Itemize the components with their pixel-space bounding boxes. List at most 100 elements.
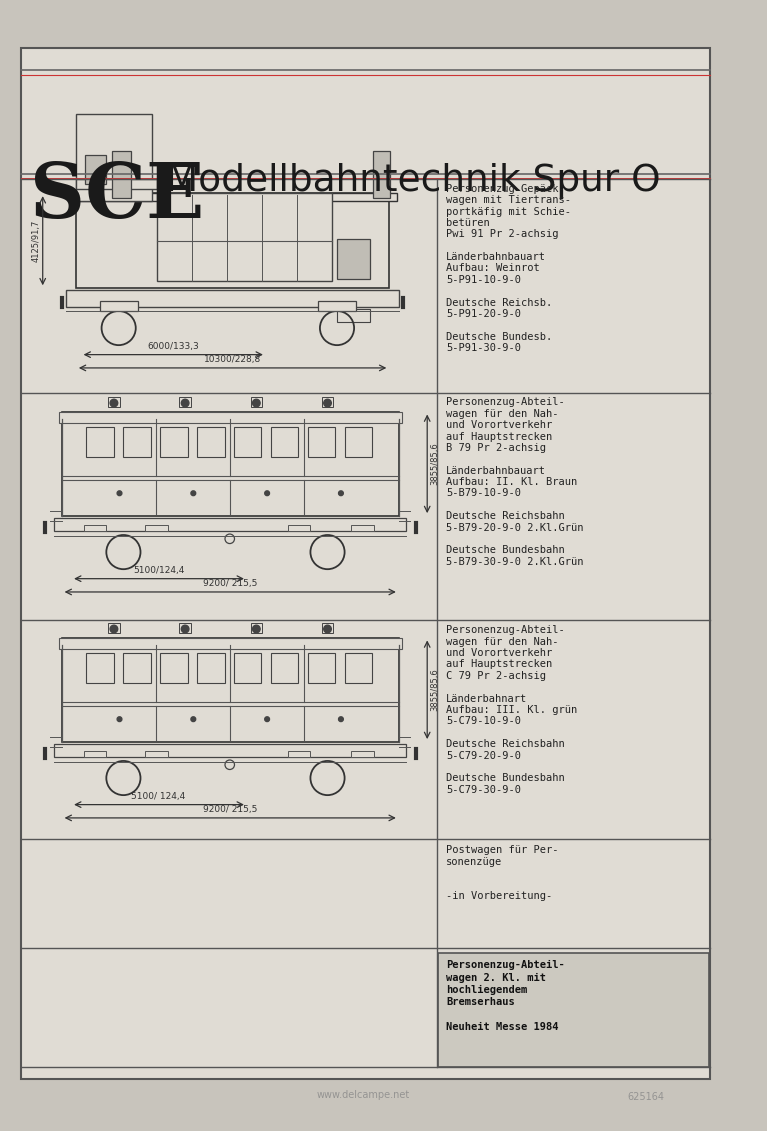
Bar xyxy=(197,653,225,683)
Text: 625164: 625164 xyxy=(627,1093,664,1103)
Bar xyxy=(322,397,333,407)
Bar xyxy=(251,397,262,407)
Text: portkäfig mit Schie-: portkäfig mit Schie- xyxy=(446,207,571,216)
Text: hochliegendem: hochliegendem xyxy=(446,985,528,995)
Text: 5-C79-20-9-0: 5-C79-20-9-0 xyxy=(446,751,522,760)
Text: 5-P91-20-9-0: 5-P91-20-9-0 xyxy=(446,309,522,319)
Text: sonenzüge: sonenzüge xyxy=(446,857,502,866)
Text: Deutsche Bundesbahn: Deutsche Bundesbahn xyxy=(446,774,565,784)
Circle shape xyxy=(191,717,196,722)
Bar xyxy=(145,525,168,532)
Bar xyxy=(61,638,399,742)
Text: 3855/85,6: 3855/85,6 xyxy=(430,442,439,485)
Text: Deutsche Reichsb.: Deutsche Reichsb. xyxy=(446,297,552,308)
Text: und Vorortverkehr: und Vorortverkehr xyxy=(446,648,552,658)
Bar xyxy=(322,623,333,632)
Bar xyxy=(108,397,120,407)
Bar xyxy=(145,751,168,757)
Circle shape xyxy=(110,625,117,632)
Text: 5-B79-30-9-0 2.Kl.Grün: 5-B79-30-9-0 2.Kl.Grün xyxy=(446,556,584,567)
Text: Deutsche Bundesb.: Deutsche Bundesb. xyxy=(446,331,552,342)
Text: Länderbahnbauart: Länderbahnbauart xyxy=(446,252,546,262)
Circle shape xyxy=(181,625,189,632)
Text: 5-C79-10-9-0: 5-C79-10-9-0 xyxy=(446,716,522,726)
Bar xyxy=(373,150,390,198)
Circle shape xyxy=(252,625,260,632)
Bar xyxy=(54,518,407,532)
Bar xyxy=(234,426,262,457)
Bar xyxy=(76,113,152,201)
Text: Länderbahnbauart: Länderbahnbauart xyxy=(446,466,546,476)
Circle shape xyxy=(252,399,260,407)
Text: B 79 Pr 2-achsig: B 79 Pr 2-achsig xyxy=(446,443,546,452)
Bar xyxy=(318,302,356,311)
Bar xyxy=(84,525,107,532)
Text: Deutsche Reichsbahn: Deutsche Reichsbahn xyxy=(446,740,565,749)
Text: wagen 2. Kl. mit: wagen 2. Kl. mit xyxy=(446,973,546,983)
Text: Personenzug-Abteil-: Personenzug-Abteil- xyxy=(446,397,565,407)
Circle shape xyxy=(110,399,117,407)
Text: Aufbau: Weinrot: Aufbau: Weinrot xyxy=(446,264,540,274)
Text: auf Hauptstrecken: auf Hauptstrecken xyxy=(446,432,552,441)
Bar xyxy=(84,751,107,757)
Circle shape xyxy=(265,717,269,722)
Text: Deutsche Reichsbahn: Deutsche Reichsbahn xyxy=(446,511,565,521)
Bar xyxy=(271,653,298,683)
Bar xyxy=(87,426,114,457)
Bar xyxy=(251,623,262,632)
Bar xyxy=(59,412,402,423)
Circle shape xyxy=(324,625,331,632)
Text: 5100/ 124,4: 5100/ 124,4 xyxy=(131,792,186,801)
Bar xyxy=(344,653,372,683)
Text: betüren: betüren xyxy=(446,218,490,228)
Circle shape xyxy=(338,491,344,495)
Text: 10300/228,8: 10300/228,8 xyxy=(204,355,262,364)
Bar xyxy=(160,653,188,683)
Text: -in Vorbereitung-: -in Vorbereitung- xyxy=(446,891,552,901)
Text: 3855/85,6: 3855/85,6 xyxy=(430,668,439,711)
Bar xyxy=(100,302,137,311)
Bar xyxy=(67,290,399,308)
Bar xyxy=(179,397,191,407)
Text: 5-B79-10-9-0: 5-B79-10-9-0 xyxy=(446,489,522,499)
Text: wagen für den Nah-: wagen für den Nah- xyxy=(446,637,558,647)
Bar xyxy=(351,525,374,532)
Circle shape xyxy=(265,491,269,495)
Text: Postwagen für Per-: Postwagen für Per- xyxy=(446,846,558,855)
Text: Länderbahnart: Länderbahnart xyxy=(446,693,528,703)
Text: Aufbau: III. Kl. grün: Aufbau: III. Kl. grün xyxy=(446,705,578,715)
Circle shape xyxy=(117,491,122,495)
Bar xyxy=(108,623,120,632)
Text: wagen mit Tiertrans-: wagen mit Tiertrans- xyxy=(446,196,571,205)
Text: Bremserhaus: Bremserhaus xyxy=(446,998,515,1008)
Circle shape xyxy=(181,399,189,407)
Bar xyxy=(59,638,402,649)
Text: www.delcampe.net: www.delcampe.net xyxy=(317,1090,410,1100)
Text: 5-B79-20-9-0 2.Kl.Grün: 5-B79-20-9-0 2.Kl.Grün xyxy=(446,523,584,533)
Circle shape xyxy=(324,399,331,407)
Text: SCE: SCE xyxy=(31,159,205,234)
Bar xyxy=(308,653,335,683)
Text: Modellbahntechnik Spur O: Modellbahntechnik Spur O xyxy=(154,163,660,199)
Text: Personenzug-Abteil-: Personenzug-Abteil- xyxy=(446,960,565,970)
Bar xyxy=(337,239,370,278)
Circle shape xyxy=(338,717,344,722)
Bar xyxy=(234,653,262,683)
Bar xyxy=(156,193,332,280)
Text: 9200/ 215,5: 9200/ 215,5 xyxy=(202,805,257,814)
Bar xyxy=(76,179,156,189)
Bar xyxy=(197,426,225,457)
Text: Pwi 91 Pr 2-achsig: Pwi 91 Pr 2-achsig xyxy=(446,230,558,240)
Text: Personenzug-Abteil-: Personenzug-Abteil- xyxy=(446,625,565,636)
Text: Aufbau: II. Kl. Braun: Aufbau: II. Kl. Braun xyxy=(446,477,578,487)
Text: auf Hauptstrecken: auf Hauptstrecken xyxy=(446,659,552,670)
Circle shape xyxy=(117,717,122,722)
Bar xyxy=(123,426,150,457)
Bar xyxy=(68,193,397,201)
Bar xyxy=(160,426,188,457)
Text: C 79 Pr 2-achsig: C 79 Pr 2-achsig xyxy=(446,671,546,681)
Bar xyxy=(85,155,107,183)
Text: 5-P91-30-9-0: 5-P91-30-9-0 xyxy=(446,343,522,353)
Bar xyxy=(179,623,191,632)
Text: und Vorortverkehr: und Vorortverkehr xyxy=(446,420,552,430)
